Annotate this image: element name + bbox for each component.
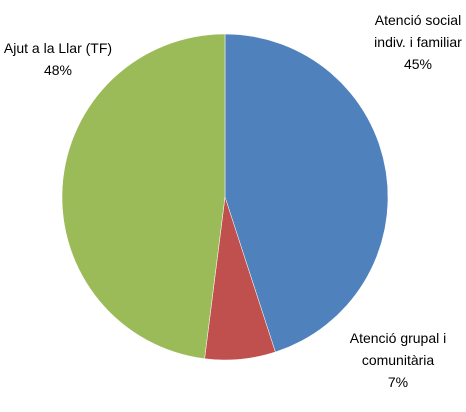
category-name: Ajut a la Llar (TF) bbox=[3, 40, 113, 56]
slice-label: Ajut a la Llar (TF) 48% bbox=[3, 37, 113, 81]
category-name: Atenció grupal i comunitària bbox=[349, 330, 447, 368]
category-name: Atenció social indiv. i familiar bbox=[374, 12, 462, 50]
slice-label: Atenció grupal i comunitària 7% bbox=[348, 327, 448, 393]
value-label: 7% bbox=[387, 374, 409, 390]
pie-slice bbox=[61, 33, 226, 359]
pie-slice bbox=[224, 33, 389, 353]
value-label: 48% bbox=[43, 62, 73, 78]
value-label: 45% bbox=[403, 56, 433, 72]
slice-label: Atenció social indiv. i familiar 45% bbox=[366, 9, 466, 75]
